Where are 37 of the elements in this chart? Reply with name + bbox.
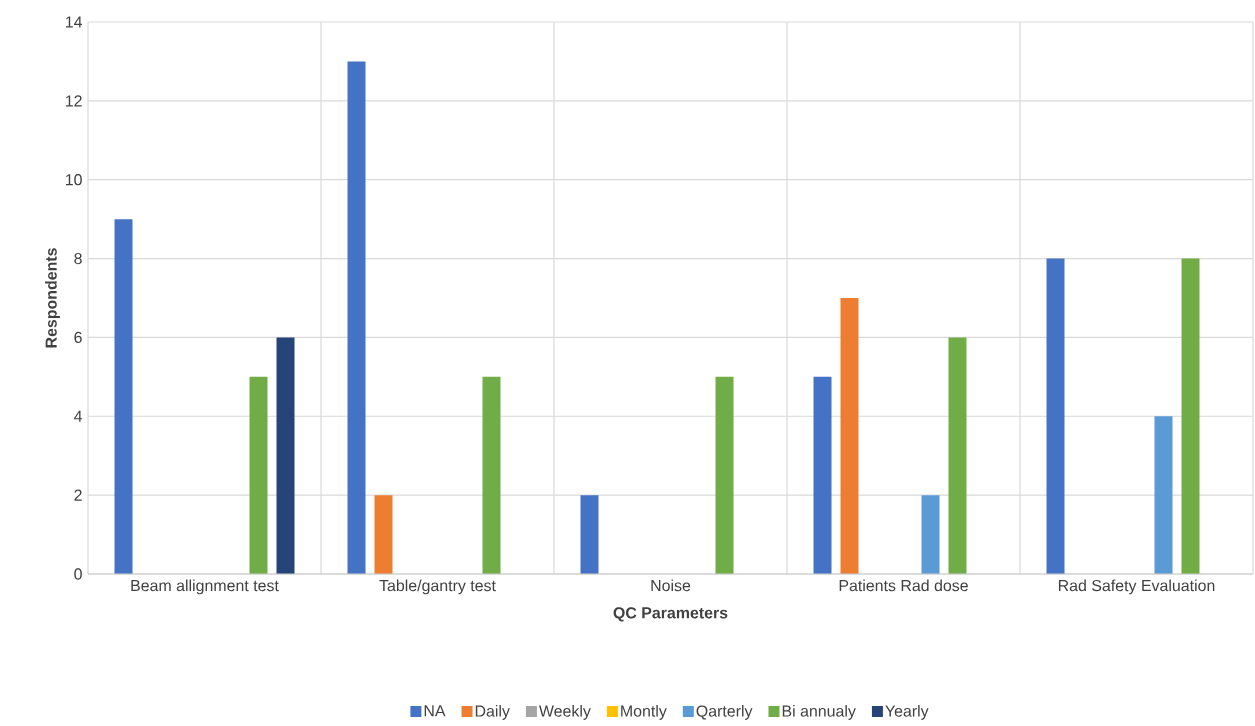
bar xyxy=(482,376,501,574)
legend-label: NA xyxy=(424,705,446,717)
bar xyxy=(1181,258,1200,574)
legend-label: Bi annualy xyxy=(782,705,856,720)
bar xyxy=(347,61,366,574)
bar xyxy=(249,376,268,574)
bar xyxy=(813,376,832,574)
legend-label: Montly xyxy=(621,705,667,720)
bar xyxy=(1046,258,1065,574)
y-tick-label: 0 xyxy=(74,568,82,580)
x-tick-label: Rad Safety Evaluation xyxy=(1058,579,1215,595)
bar xyxy=(948,337,967,574)
legend-label: Daily xyxy=(475,705,510,720)
x-tick-label: Table/gantry test xyxy=(379,579,496,595)
legend-label: Yearly xyxy=(885,705,929,720)
bar xyxy=(1154,416,1173,574)
y-tick-label: 6 xyxy=(74,331,82,344)
x-axis-title: QC Parameters xyxy=(613,607,728,622)
y-tick-label: 4 xyxy=(73,410,83,422)
bar xyxy=(276,337,295,574)
y-axis-title: Respondents xyxy=(45,248,60,348)
y-tick-label: 12 xyxy=(65,95,82,107)
legend-label: Qarterly xyxy=(696,705,753,720)
bar xyxy=(580,495,599,574)
bar xyxy=(114,219,133,574)
y-tick-label: 8 xyxy=(74,252,82,265)
bar xyxy=(840,297,859,574)
x-tick-label: Beam allignment test xyxy=(131,579,279,595)
x-tick-label: Noise xyxy=(651,579,691,592)
bar xyxy=(921,495,940,574)
legend-label: Weekly xyxy=(538,705,591,720)
y-tick-label: 14 xyxy=(65,16,83,28)
bar xyxy=(715,376,734,574)
bar xyxy=(374,495,393,574)
x-tick-label: Patients Rad dose xyxy=(839,579,968,592)
y-tick-label: 10 xyxy=(65,174,82,186)
y-tick-label: 2 xyxy=(74,489,82,501)
